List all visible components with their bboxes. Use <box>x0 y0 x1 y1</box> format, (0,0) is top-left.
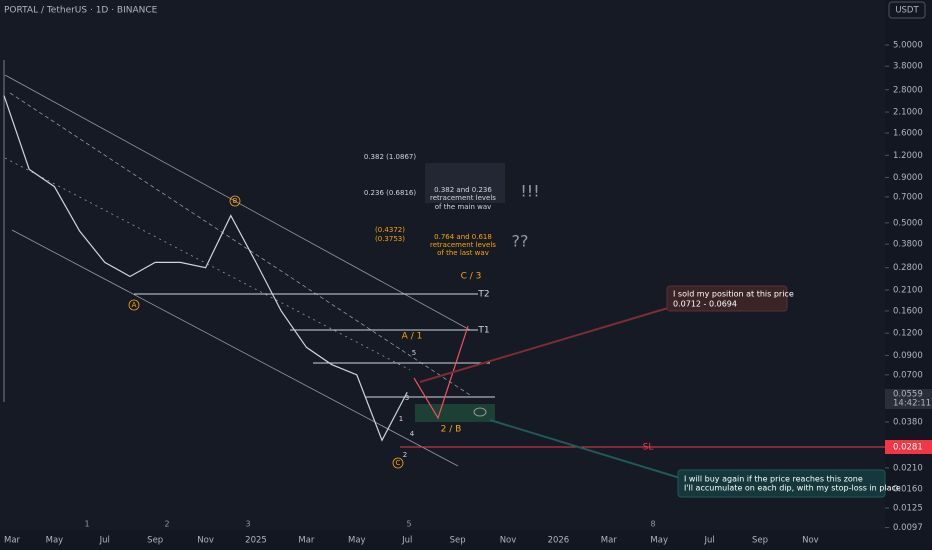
y-tick-label: 0.5000 <box>893 218 923 228</box>
currency: USDT <box>895 6 919 16</box>
projection <box>413 325 469 420</box>
annotation: of the last wav <box>437 249 489 257</box>
y-tick-label: 0.3800 <box>893 240 923 250</box>
annotation: A <box>132 301 137 309</box>
annotation: 0.236 (0.6816) <box>364 189 416 197</box>
annotation: !!! <box>520 182 539 201</box>
annotation: I'll accumulate on each dip, with my sto… <box>684 484 901 493</box>
x-tick-label: Jul <box>703 536 714 546</box>
annotation: SL <box>643 443 654 453</box>
x-tick-label: May <box>348 536 366 546</box>
annotation: C / 3 <box>461 272 482 282</box>
annotation: B <box>233 197 238 205</box>
y-tick-label: 0.0900 <box>893 351 923 361</box>
y-tick-label: 0.0700 <box>893 370 923 380</box>
y-tick-label: 1.6000 <box>893 129 923 139</box>
annotation: A / 1 <box>402 332 423 342</box>
x-tick-label: 2025 <box>245 536 267 546</box>
annotation: 0.382 (1.0867) <box>364 153 416 161</box>
x-tick-label: Mar <box>298 536 315 546</box>
annotation: T1 <box>477 326 489 336</box>
x-tick-label: Mar <box>601 536 618 546</box>
y-tick-label: 0.0125 <box>893 503 923 513</box>
header-title: PORTAL / TetherUS · 1D · BINANCE <box>4 6 158 16</box>
annotation: I sold my position at this price <box>673 290 794 299</box>
annotation: 2 / B <box>441 425 462 435</box>
x-tick-label: Mar <box>4 536 21 546</box>
callout-line <box>489 419 681 479</box>
buy-note <box>677 469 886 498</box>
annotation: 0.764 and 0.618 <box>434 233 492 241</box>
callout-line <box>419 307 669 383</box>
y-tick-label: 5.0000 <box>893 40 923 50</box>
price-axis <box>885 0 932 550</box>
x-tick-label: Jul <box>99 536 110 546</box>
eye-icon[interactable] <box>473 407 487 417</box>
annotation: retracement levels <box>430 241 496 249</box>
price-line <box>3 95 408 442</box>
y-tick-label: 0.7000 <box>893 192 923 202</box>
buy-zone <box>415 404 495 422</box>
x-tick-label: 2026 <box>548 536 570 546</box>
annotation: ?? <box>512 232 529 251</box>
y-tick-label: 0.0210 <box>893 463 923 473</box>
annotation: 1 <box>399 415 403 423</box>
y-tick-label: 0.0160 <box>893 484 923 494</box>
sell-note <box>666 285 788 312</box>
annotation: of the main wav <box>435 203 492 211</box>
annotation: 0.382 and 0.236 <box>434 186 492 194</box>
y-tick-label: 0.2800 <box>893 263 923 273</box>
countdown: 14:42:11 <box>893 399 931 409</box>
x-tick-label: Sep <box>450 536 466 546</box>
annotation: 1 <box>84 520 89 529</box>
annotation: 0.0712 - 0.0694 <box>673 300 737 309</box>
x-tick-label: Nov <box>500 536 517 546</box>
last-price-tag <box>885 389 932 409</box>
y-tick-label: 0.0097 <box>893 523 923 533</box>
x-tick-label: Sep <box>752 536 768 546</box>
annotation: 4 <box>410 430 415 438</box>
y-tick-label: 0.0380 <box>893 418 923 428</box>
x-tick-label: Nov <box>802 536 819 546</box>
x-tick-label: Jul <box>401 536 412 546</box>
annotation: 3 <box>405 394 409 402</box>
wave-circles <box>128 195 404 469</box>
annotation: retracement levels <box>430 194 496 202</box>
fib-zone <box>425 163 505 203</box>
x-tick-label: Sep <box>147 536 163 546</box>
targets <box>134 293 495 398</box>
last-price: 0.0559 <box>893 390 923 400</box>
annotation: 2 <box>164 520 169 529</box>
annotation: T2 <box>477 290 489 300</box>
stop-tag <box>885 440 932 454</box>
y-tick-label: 0.1600 <box>893 306 923 316</box>
annotation: (0.4372) <box>375 226 405 234</box>
annotation: 8 <box>650 520 655 529</box>
x-tick-label: May <box>650 536 668 546</box>
annotation: 5 <box>406 520 411 529</box>
y-tick-label: 0.9000 <box>893 173 923 183</box>
y-tick-label: 3.8000 <box>893 62 923 72</box>
y-tick-label: 2.8000 <box>893 85 923 95</box>
annotation: 5 <box>412 349 416 357</box>
annotation: (0.3753) <box>375 235 405 243</box>
annotation: 2 <box>403 451 407 459</box>
x-tick-label: Nov <box>197 536 214 546</box>
y-tick-label: 0.2100 <box>893 285 923 295</box>
x-tick-label: May <box>46 536 64 546</box>
annotation: C <box>396 459 401 467</box>
annotation: I will buy again if the price reaches th… <box>684 475 863 484</box>
currency-button[interactable] <box>888 1 926 19</box>
annotation: 3 <box>245 520 250 529</box>
y-tick-label: 2.1000 <box>893 108 923 118</box>
y-tick-label: 0.1200 <box>893 329 923 339</box>
y-tick-label: 1.2000 <box>893 151 923 161</box>
time-axis <box>0 530 885 550</box>
stop-price: 0.0281 <box>893 443 923 453</box>
